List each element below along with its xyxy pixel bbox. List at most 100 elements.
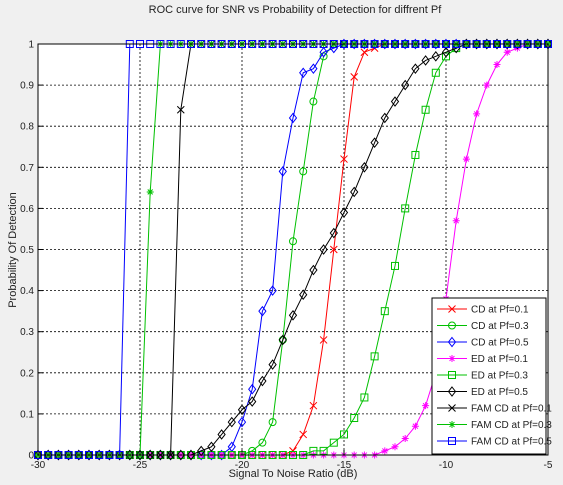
legend-marker xyxy=(448,404,456,412)
data-point xyxy=(299,67,308,79)
data-point xyxy=(146,188,154,196)
data-point xyxy=(411,63,420,74)
data-point xyxy=(401,38,410,50)
legend-label: ED at Pf=0.3 xyxy=(471,371,528,382)
legend-marker xyxy=(448,371,456,379)
data-point xyxy=(176,105,185,114)
y-tick-label: 0.3 xyxy=(20,327,34,338)
data-point xyxy=(380,112,389,124)
data-point xyxy=(380,38,389,50)
data-point xyxy=(462,155,470,163)
data-point xyxy=(309,97,318,106)
data-point xyxy=(309,63,318,74)
data-point xyxy=(135,449,145,461)
data-point xyxy=(441,46,451,58)
legend-entry: CD at Pf=0.5 xyxy=(437,336,529,349)
legend-label: CD at Pf=0.3 xyxy=(471,321,529,332)
data-point xyxy=(401,79,410,91)
x-tick-label: -5 xyxy=(544,460,553,471)
chart-title: ROC curve for SNR vs Probability of Dete… xyxy=(149,4,443,16)
x-tick-label: -15 xyxy=(337,460,352,471)
y-tick-label: 1 xyxy=(28,40,34,51)
data-point xyxy=(350,38,359,50)
data-point xyxy=(523,38,532,50)
y-axis-label: Probability Of Detection xyxy=(7,192,19,308)
data-point xyxy=(186,449,196,461)
series-6 xyxy=(33,38,553,461)
data-point xyxy=(146,449,155,461)
legend-entry: ED at Pf=0.5 xyxy=(437,386,528,398)
x-tick-label: -25 xyxy=(133,460,148,471)
data-point xyxy=(268,359,277,370)
data-point xyxy=(217,449,226,461)
data-point xyxy=(166,449,175,461)
x-tick-label: -10 xyxy=(439,460,454,471)
data-point xyxy=(278,166,287,177)
legend-marker xyxy=(448,305,456,313)
legend-label: FAM CD at Pf=0.1 xyxy=(471,404,552,415)
legend-entry: ED at Pf=0.3 xyxy=(437,371,528,382)
data-point xyxy=(340,430,348,439)
data-point xyxy=(370,38,379,50)
data-point xyxy=(197,449,206,461)
data-point xyxy=(125,449,134,461)
data-point xyxy=(421,55,430,66)
data-point xyxy=(248,383,257,395)
data-point xyxy=(360,161,369,173)
data-point xyxy=(288,309,298,321)
data-point xyxy=(411,150,420,159)
legend: CD at Pf=0.1 CD at Pf=0.3 CD at Pf=0.5 ED a… xyxy=(431,297,552,455)
data-point xyxy=(268,285,277,296)
legend-label: ED at Pf=0.1 xyxy=(471,354,528,365)
data-point xyxy=(340,155,348,163)
x-tick-label: -20 xyxy=(235,460,250,471)
legend-label: FAM CD at Pf=0.3 xyxy=(471,420,552,431)
data-point xyxy=(391,443,399,451)
data-point xyxy=(258,438,267,447)
data-point xyxy=(370,137,379,148)
data-point xyxy=(237,416,247,428)
data-point xyxy=(350,73,359,81)
data-point xyxy=(483,81,491,89)
data-point xyxy=(462,38,471,50)
y-tick-label: 0.5 xyxy=(20,245,34,256)
data-point xyxy=(360,48,369,57)
data-point xyxy=(268,418,277,427)
data-point xyxy=(309,264,318,276)
data-point xyxy=(442,52,450,61)
data-point xyxy=(452,217,460,225)
data-point xyxy=(217,429,226,440)
data-point xyxy=(84,449,94,461)
y-tick-label: 0.9 xyxy=(20,81,34,92)
data-point xyxy=(492,38,502,50)
data-point xyxy=(319,244,328,255)
legend-box xyxy=(431,297,547,455)
legend-entry: CD at Pf=0.1 xyxy=(437,305,529,316)
data-point xyxy=(248,396,257,407)
y-tick-label: 0.7 xyxy=(20,163,34,174)
data-point xyxy=(401,204,410,213)
data-point xyxy=(370,352,379,361)
x-axis-label: Signal To Noise Ratio (dB) xyxy=(229,468,358,480)
data-point xyxy=(309,446,318,455)
data-point xyxy=(258,375,267,387)
data-point xyxy=(299,167,308,176)
data-point xyxy=(74,449,83,461)
data-point xyxy=(309,401,318,410)
legend-entry: FAM CD at Pf=0.3 xyxy=(437,420,552,431)
data-point xyxy=(339,38,349,50)
data-point xyxy=(227,416,236,428)
data-point xyxy=(44,449,53,461)
data-point xyxy=(533,38,542,50)
data-point xyxy=(360,393,369,402)
data-point xyxy=(513,38,522,50)
data-point xyxy=(411,38,420,50)
data-point xyxy=(381,447,389,455)
data-point xyxy=(319,336,328,344)
legend-label: CD at Pf=0.1 xyxy=(471,305,529,316)
data-point xyxy=(422,402,430,410)
data-point xyxy=(258,305,267,317)
data-point xyxy=(299,430,308,439)
